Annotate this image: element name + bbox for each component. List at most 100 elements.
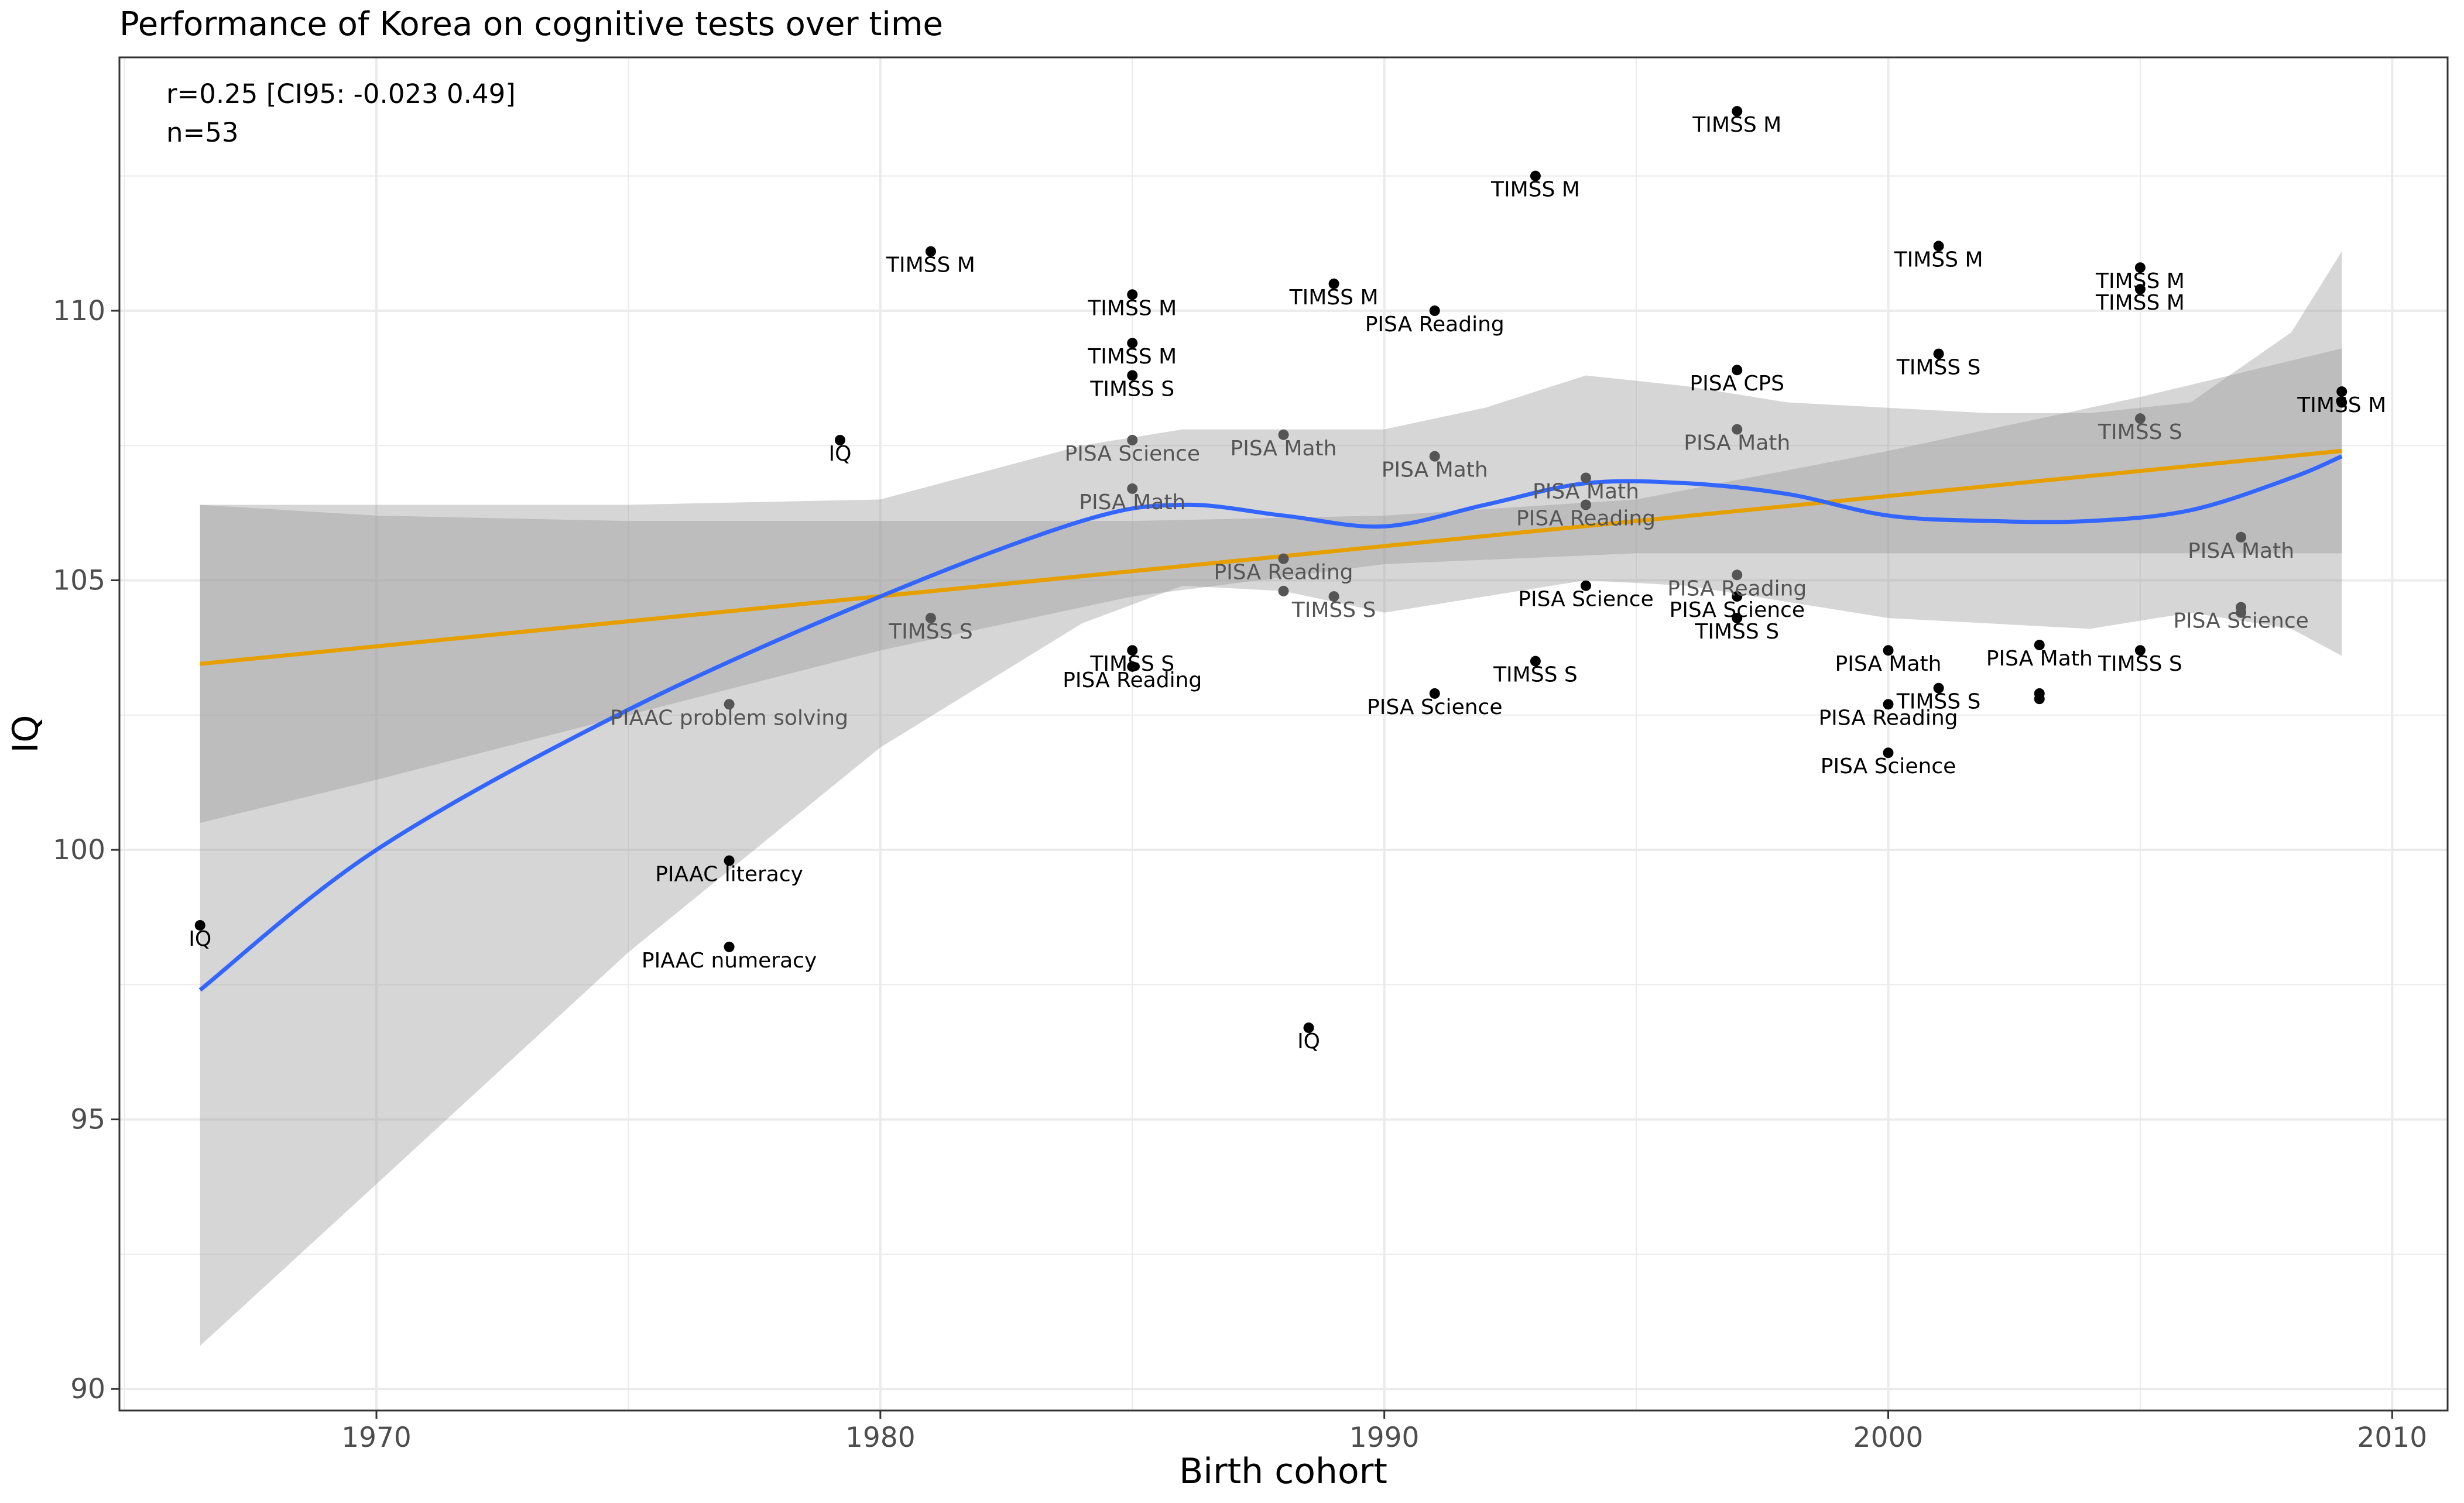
point-label: PISA Reading <box>1667 577 1807 600</box>
point-label: TIMSS S <box>1291 598 1376 622</box>
point-label: PISA Math <box>1684 431 1790 455</box>
data-point <box>1127 289 1138 300</box>
data-point <box>1883 699 1894 710</box>
point-label: PISA Math <box>1835 652 1942 676</box>
fit-lines <box>198 448 2343 992</box>
data-point <box>1732 106 1743 117</box>
point-label: PISA Math <box>1382 458 1488 482</box>
data-point <box>2034 640 2045 651</box>
data-point <box>194 919 205 931</box>
linear-fit-line <box>200 448 2342 666</box>
point-label: PISA Math <box>1533 479 1639 503</box>
data-point <box>1127 434 1138 445</box>
point-label: PISA Science <box>2173 609 2308 633</box>
sample-size-annotation: n=53 <box>166 117 239 148</box>
data-point <box>1933 682 1944 694</box>
data-point <box>1732 612 1743 623</box>
point-label: PISA Reading <box>1365 313 1505 337</box>
point-label: PIAAC problem solving <box>610 706 848 730</box>
point-label: PISA Math <box>1231 437 1337 461</box>
point-label: PISA Science <box>1518 588 1653 612</box>
y-tick-label: 100 <box>53 834 105 866</box>
data-point <box>1580 472 1591 483</box>
point-label: PIAAC numeracy <box>642 949 817 973</box>
point-labels: IQ PIAAC literacy PIAAC numeracy PIAAC prob… <box>189 113 2386 1054</box>
point-label: TIMSS M <box>886 253 975 277</box>
point-label: TIMSS S <box>1896 356 1981 380</box>
data-point <box>2336 386 2348 397</box>
point-label: PISA Science <box>1821 754 1956 778</box>
point-label: TIMSS M <box>1692 113 1781 137</box>
point-label: PISA Reading <box>1063 668 1202 692</box>
data-point <box>1328 591 1339 602</box>
data-point <box>1580 580 1591 591</box>
x-tick-label: 2010 <box>2357 1422 2427 1454</box>
data-point <box>2236 607 2247 618</box>
point-label: PISA Math <box>2188 539 2294 563</box>
point-label: TIMSS S <box>1493 663 1578 687</box>
data-point <box>1732 365 1743 376</box>
point-label: PISA Reading <box>1516 507 1656 531</box>
point-label: PISA Science <box>1065 442 1200 466</box>
y-tick-label: 95 <box>70 1104 105 1136</box>
data-point <box>1530 656 1541 667</box>
point-label: TIMSS M <box>1087 296 1177 320</box>
x-axis-title: Birth cohort <box>1179 1451 1387 1492</box>
point-label: TIMSS M <box>1490 178 1580 202</box>
data-point <box>1127 338 1138 349</box>
y-axis-title: IQ <box>5 715 46 753</box>
data-point <box>1303 1022 1314 1034</box>
data-point <box>925 246 936 257</box>
point-label: TIMSS S <box>888 620 973 644</box>
data-point <box>925 612 936 623</box>
data-point <box>1127 645 1138 656</box>
point-label: PISA Science <box>1670 598 1805 622</box>
data-point <box>2336 397 2348 408</box>
point-label: TIMSS S <box>2098 652 2182 676</box>
y-axis-ticks: 90 95 100 105 110 <box>53 295 119 1405</box>
data-point <box>1127 370 1138 381</box>
point-label: TIMSS S <box>1089 652 1174 676</box>
point-label: PISA Math <box>1079 490 1185 514</box>
y-tick-label: 90 <box>70 1373 105 1405</box>
data-point <box>834 434 845 445</box>
point-label: PISA Reading <box>1214 561 1353 585</box>
data-point <box>1732 591 1743 602</box>
smooth-fit-line <box>198 454 2343 992</box>
data-point <box>1429 688 1440 699</box>
x-tick-label: 1970 <box>341 1422 412 1454</box>
data-point <box>1278 585 1289 596</box>
point-label: TIMSS M <box>1087 345 1177 369</box>
linear-fit-confidence-band <box>200 348 2342 823</box>
point-label: PISA Science <box>1367 695 1502 719</box>
data-point <box>724 941 735 952</box>
data-points <box>194 106 2348 1034</box>
smooth-fit-confidence-band <box>200 251 2342 1346</box>
x-tick-label: 1990 <box>1349 1422 1420 1454</box>
point-label: TIMSS M <box>1894 248 1983 272</box>
point-label: PISA Math <box>1986 647 2093 671</box>
data-point <box>1580 499 1591 510</box>
x-axis-ticks: 1970 1980 1990 2000 2010 <box>341 1411 2427 1454</box>
point-label: TIMSS S <box>1089 377 1174 401</box>
data-point <box>1732 569 1743 581</box>
data-point <box>1278 429 1289 440</box>
point-label: TIMSS S <box>2098 420 2182 444</box>
data-point <box>1530 170 1541 181</box>
data-point <box>1127 661 1138 672</box>
data-point <box>1933 348 1944 359</box>
y-tick-label: 105 <box>53 564 105 596</box>
data-point <box>1732 424 1743 435</box>
data-point <box>1429 305 1440 316</box>
chart-title: Performance of Korea on cognitive tests … <box>119 5 943 43</box>
data-point <box>1328 278 1339 289</box>
point-label: IQ <box>189 927 211 951</box>
point-label: PIAAC literacy <box>655 862 803 886</box>
x-tick-label: 2000 <box>1853 1422 1924 1454</box>
minor-gridlines <box>119 57 2448 1411</box>
point-label: TIMSS S <box>1694 620 1779 644</box>
data-point <box>2034 694 2045 705</box>
point-label: TIMSS S <box>1896 690 1981 714</box>
data-point <box>1278 553 1289 564</box>
